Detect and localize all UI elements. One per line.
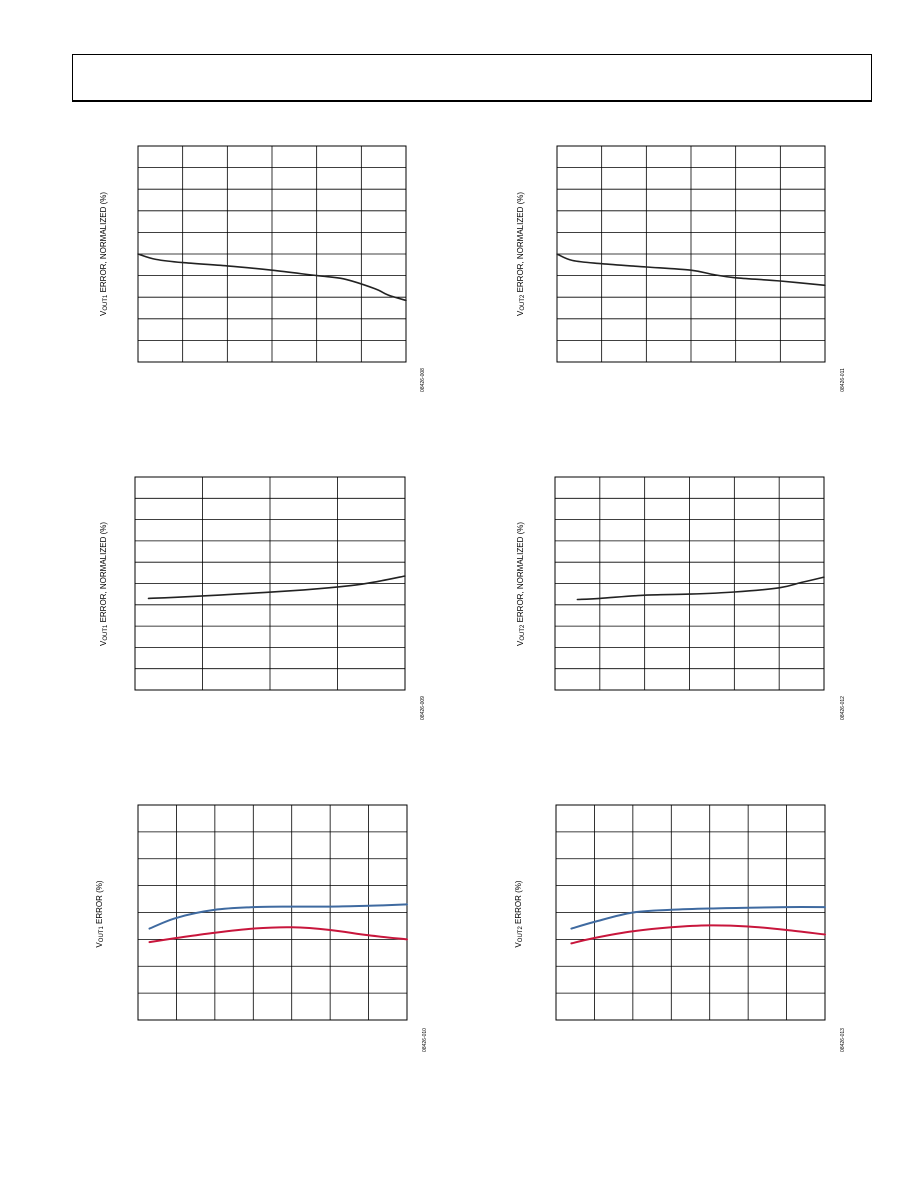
chart-vout2-normalized-b <box>554 476 825 691</box>
chart-c4-fig-number: 08426-012 <box>840 696 846 720</box>
series-line-1 <box>137 253 407 302</box>
plot-frame <box>555 804 826 1021</box>
header-box <box>72 54 872 102</box>
series-line-2 <box>148 926 408 944</box>
chart-c2-fig-number: 08426-011 <box>840 368 846 392</box>
series-line-1 <box>556 253 826 287</box>
chart-vout2-error <box>555 804 826 1021</box>
chart-c6-fig-number: 08426-013 <box>840 1028 846 1052</box>
series-line-1 <box>147 575 406 600</box>
chart-c2-ylabel: VOUT2 ERROR, NORMALIZED (%) <box>516 191 526 317</box>
chart-vout1-normalized-b <box>134 476 406 691</box>
chart-vout2-normalized-a <box>556 145 826 363</box>
chart-c1-fig-number: 08426-008 <box>420 368 426 392</box>
plot-frame <box>554 476 825 691</box>
series-line-1 <box>570 906 826 930</box>
chart-c3-fig-number: 08426-009 <box>420 696 426 720</box>
plot-frame <box>134 476 406 691</box>
chart-c5-fig-number: 08426-010 <box>422 1028 428 1052</box>
series-line-1 <box>576 576 825 601</box>
chart-vout1-normalized-a <box>137 145 407 363</box>
series-line-2 <box>570 924 826 945</box>
chart-c1-ylabel: VOUT1 ERROR, NORMALIZED (%) <box>99 191 109 317</box>
chart-c4-ylabel: VOUT2 ERROR, NORMALIZED (%) <box>516 521 526 647</box>
plot-frame <box>137 804 408 1021</box>
chart-c6-ylabel: VOUT2 ERROR (%) <box>514 880 524 948</box>
chart-c5-ylabel: VOUT1 ERROR (%) <box>95 880 105 948</box>
chart-c3-ylabel: VOUT1 ERROR, NORMALIZED (%) <box>99 521 109 647</box>
series-line-1 <box>148 903 408 930</box>
chart-vout1-error <box>137 804 408 1021</box>
